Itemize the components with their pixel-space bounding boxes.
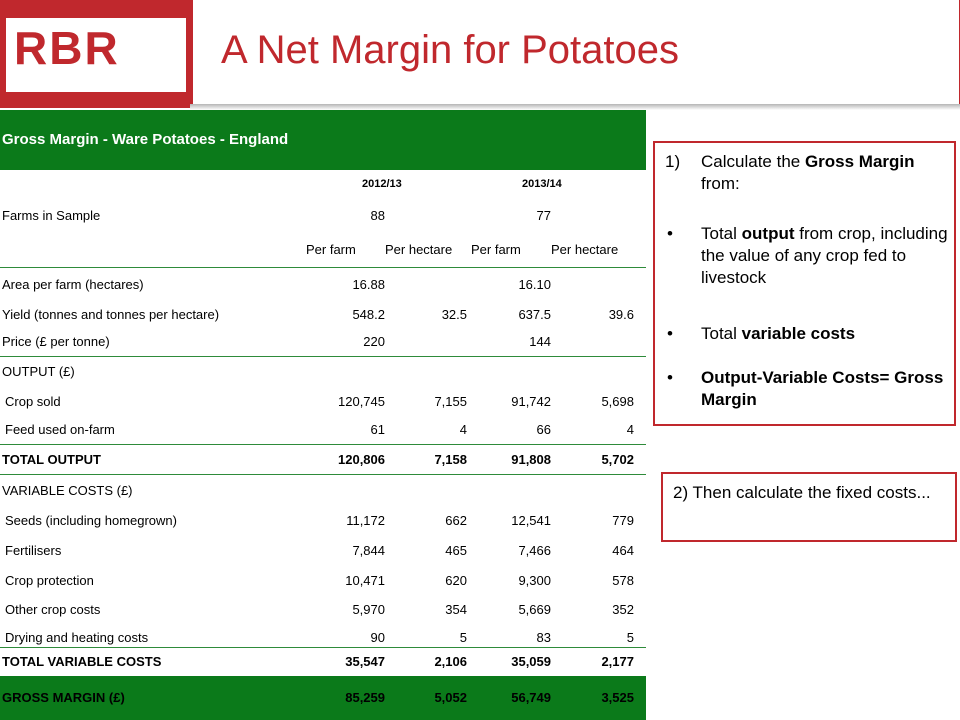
table-heading-bar: Gross Margin - Ware Potatoes - England <box>0 110 646 170</box>
table-row: Fertilisers 7,844 465 7,466 464 <box>5 543 634 558</box>
table-row: Feed used on-farm 61 4 66 4 <box>0 414 646 445</box>
instructions-box-1: 1) Calculate the Gross Margin from: • To… <box>653 141 956 426</box>
table-row: Crop protection 10,471 620 9,300 578 <box>5 573 634 588</box>
gross-margin-table: Gross Margin - Ware Potatoes - England 2… <box>0 110 646 720</box>
table-row: Area per farm (hectares) 16.88 16.10 <box>2 277 551 292</box>
table-heading: Gross Margin - Ware Potatoes - England <box>2 131 289 148</box>
page-title: A Net Margin for Potatoes <box>221 28 680 72</box>
table-row: Other crop costs 5,970 354 5,669 352 <box>5 602 634 617</box>
year-header-2: 2013/14 <box>522 178 562 190</box>
bullet-icon: • <box>667 324 673 343</box>
column-header-row: Per farm Per hectare Per farm Per hectar… <box>0 234 646 268</box>
logo-text: RBR <box>14 22 120 74</box>
table-row: Yield (tonnes and tonnes per hectare) 54… <box>2 307 634 322</box>
bullet-icon: • <box>667 224 673 243</box>
table-section-header: VARIABLE COSTS (£) <box>2 483 133 498</box>
total-output-row: TOTAL OUTPUT 120,806 7,158 91,808 5,702 <box>0 444 646 475</box>
year-header-1: 2012/13 <box>362 178 402 190</box>
bullet-icon: • <box>667 368 673 387</box>
logo-subtitle: Rural Business Research <box>8 75 153 89</box>
step-2: 2) Then calculate the fixed costs... <box>673 483 931 502</box>
gross-margin-row: GROSS MARGIN (£) 85,259 5,052 56,749 3,525 <box>0 676 646 720</box>
title-box: A Net Margin for Potatoes <box>190 0 960 107</box>
rbr-logo: RBR Rural Business Research <box>0 0 192 108</box>
table-row: Price (£ per tonne) 220 144 <box>0 326 646 357</box>
table-row: Crop sold 120,745 7,155 91,742 5,698 <box>5 394 634 409</box>
farms-row: Farms in Sample 88 77 <box>2 208 551 223</box>
total-variable-costs-row: TOTAL VARIABLE COSTS 35,547 2,106 35,059 2… <box>2 654 634 669</box>
slide-header: RBR Rural Business Research A Net Margin… <box>0 0 960 110</box>
table-section-header: OUTPUT (£) <box>2 364 75 379</box>
table-row: Drying and heating costs 90 5 83 5 <box>0 622 646 648</box>
instructions-box-2: 2) Then calculate the fixed costs... <box>661 472 957 542</box>
table-row: Seeds (including homegrown) 11,172 662 12… <box>5 513 634 528</box>
